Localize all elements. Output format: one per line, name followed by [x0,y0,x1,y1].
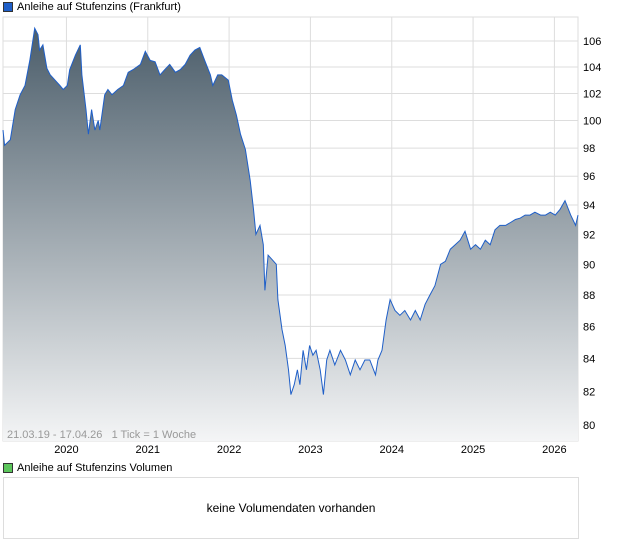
x-tick-label: 2021 [136,444,160,456]
x-tick-label: 2024 [380,444,404,456]
y-tick-label: 82 [583,386,595,398]
y-tick-label: 94 [583,200,595,212]
x-tick-label: 2020 [54,444,78,456]
volume-legend: Anleihe auf Stufenzins Volumen [3,462,172,474]
y-tick-label: 98 [583,143,595,155]
price-line [2,26,579,395]
no-volume-message: keine Volumendaten vorhanden [206,501,376,515]
x-tick-label: 2022 [217,444,241,456]
y-tick-label: 84 [583,353,595,365]
y-tick-label: 102 [583,88,601,100]
date-range-label: 21.03.19 - 17.04.26 1 Tick = 1 Woche [7,429,196,441]
legend-swatch-price [3,2,13,12]
y-tick-label: 88 [583,290,595,302]
y-tick-label: 100 [583,116,601,128]
x-tick-label: 2026 [542,444,566,456]
y-tick-label: 106 [583,36,601,48]
y-tick-label: 96 [583,171,595,183]
y-tick-label: 104 [583,62,601,74]
y-tick-label: 80 [583,420,595,432]
y-tick-label: 92 [583,229,595,241]
x-tick-label: 2023 [298,444,322,456]
legend-swatch-volume [3,463,13,473]
x-tick-label: 2025 [461,444,485,456]
price-area [3,28,578,441]
price-legend: Anleihe auf Stufenzins (Frankfurt) [3,1,181,13]
y-tick-label: 86 [583,321,595,333]
price-chart: 80 82 84 86 88 90 92 94 96 98 100 102 104 106 2020 2021… [2,16,601,456]
price-legend-label: Anleihe auf Stufenzins (Frankfurt) [17,1,181,13]
volume-panel: keine Volumendaten vorhanden [3,477,579,539]
y-tick-label: 90 [583,259,595,271]
volume-legend-label: Anleihe auf Stufenzins Volumen [17,462,173,474]
